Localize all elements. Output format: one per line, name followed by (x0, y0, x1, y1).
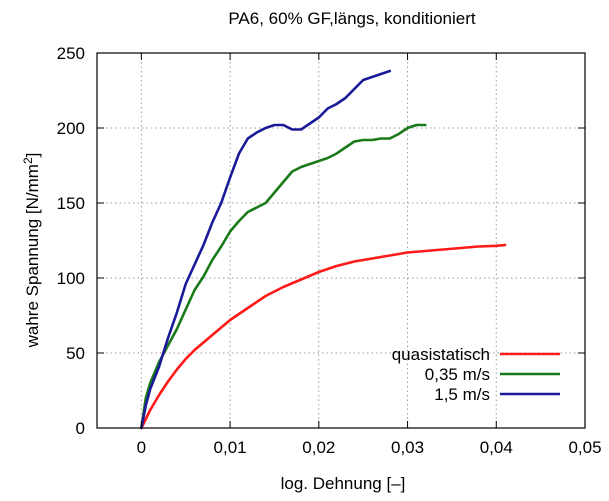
legend-label-3: 1,5 m/s (434, 385, 490, 404)
x-tick-label: 0,05 (568, 438, 601, 457)
x-tick-label: 0,01 (214, 438, 247, 457)
y-tick-label: 100 (57, 269, 85, 288)
x-tick-label: 0,04 (480, 438, 513, 457)
y-tick-label: 150 (57, 194, 85, 213)
y-tick-label: 0 (76, 419, 85, 438)
series-line-2 (140, 123, 427, 430)
chart-title: PA6, 60% GF,längs, konditioniert (228, 9, 476, 28)
grid (97, 53, 585, 428)
series-line-1 (140, 243, 507, 430)
plot-frame (96, 52, 586, 429)
x-tick-label: 0,02 (302, 438, 335, 457)
x-axis-title: log. Dehnung [–] (281, 474, 406, 493)
series-line-3 (140, 69, 392, 430)
series-lines (140, 69, 507, 430)
y-tick-label: 250 (57, 44, 85, 63)
x-tick-label: 0 (137, 438, 146, 457)
x-tick-label: 0,03 (391, 438, 424, 457)
y-tick-label: 50 (66, 344, 85, 363)
y-axis-title: wahre Spannung [N/mm2] (21, 153, 42, 349)
y-tick-label: 200 (57, 119, 85, 138)
legend-label-1: quasistatisch (392, 345, 490, 364)
axis-ticks: 0 0,01 0,02 0,03 0,04 0,05 0 50 100 150 200 250 (57, 44, 602, 457)
legend-label-2: 0,35 m/s (425, 365, 490, 384)
